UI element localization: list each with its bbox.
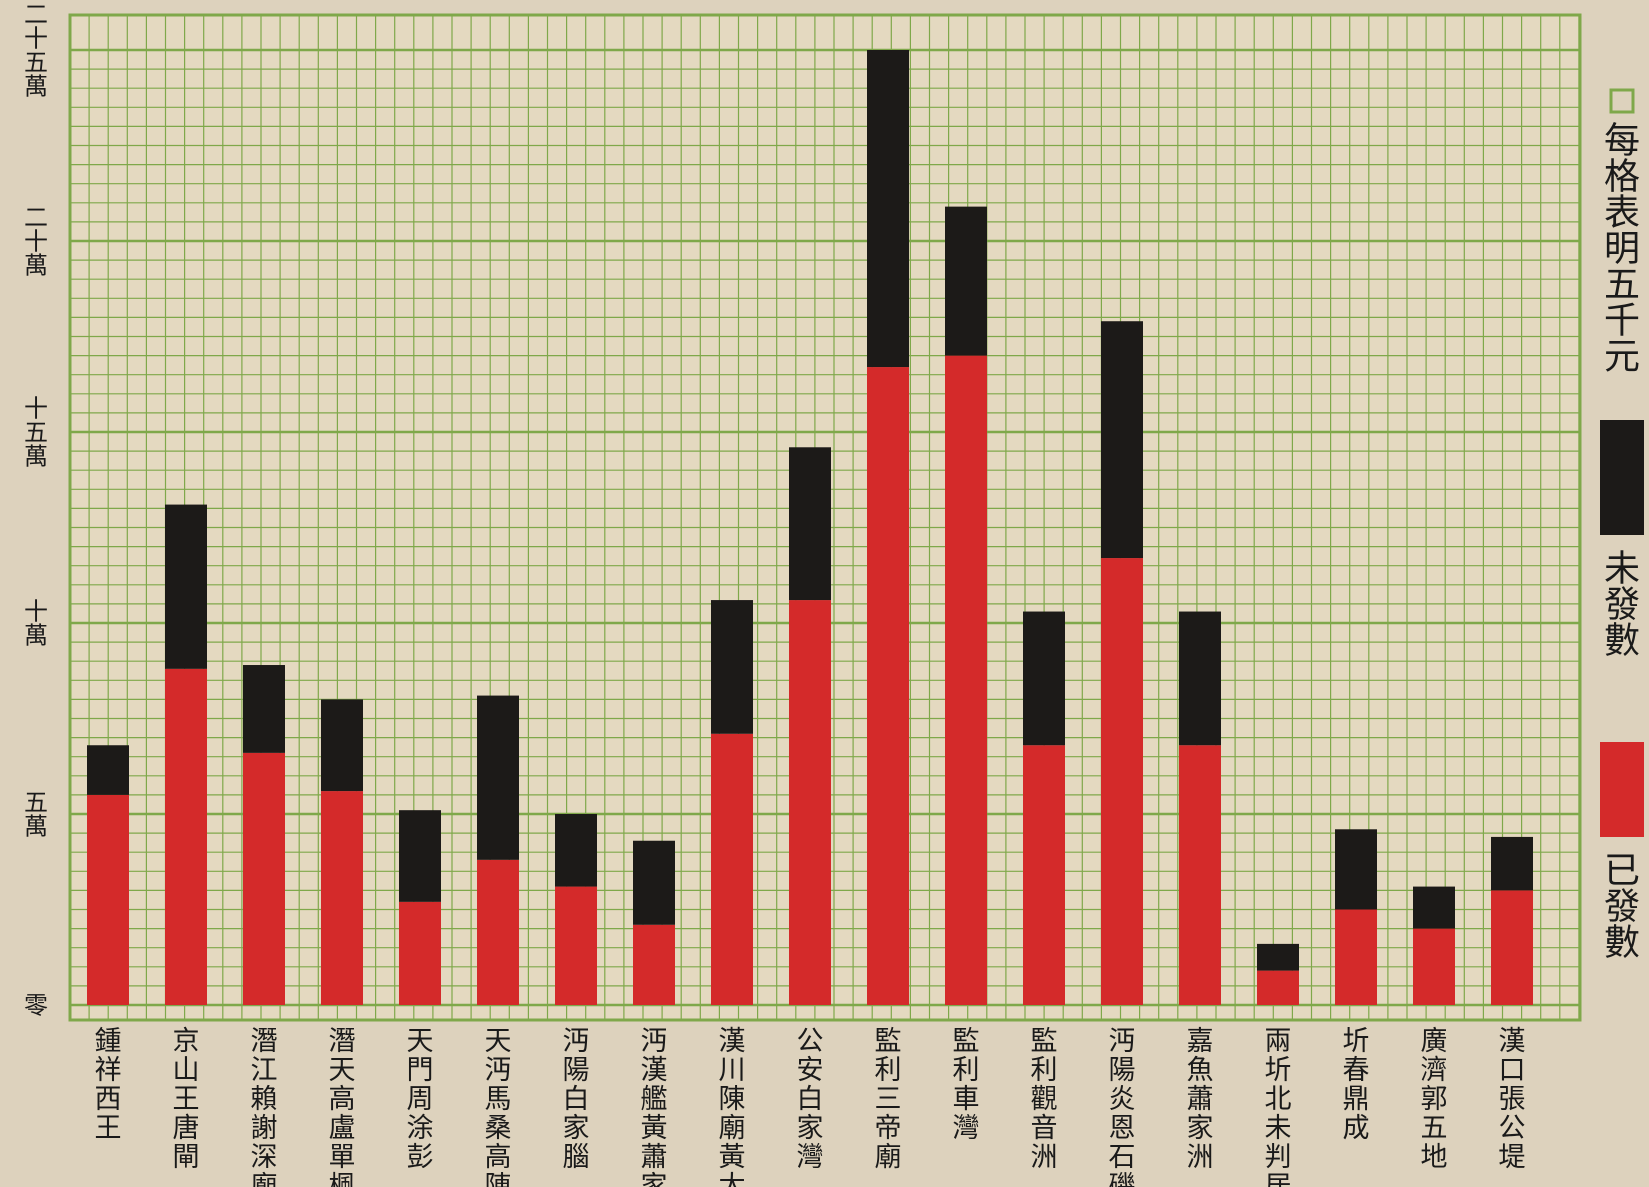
bar-issued [399,901,441,1005]
x-category-label: 潛江賴謝深廟 [251,1026,278,1187]
bar-issued [1491,890,1533,1005]
bar-issued [789,600,831,1005]
x-category-label: 潛天高盧單楓 [329,1026,356,1187]
x-category-label: 漢口張公堤 [1499,1026,1526,1173]
bar-issued [165,668,207,1005]
bar-issued [633,924,675,1005]
legend-label: 未發數 [1604,549,1640,662]
bar-unissued [945,206,987,356]
x-category-label: 監利觀音洲 [1031,1026,1058,1173]
bar-issued [243,752,285,1005]
bar-issued [87,794,129,1005]
bar-issued [867,367,909,1005]
bar-issued [477,859,519,1005]
y-axis-ticks: 零 五萬 十萬 十五萬 二十萬 二十五萬 [24,0,48,1019]
bar-unissued [1179,611,1221,746]
y-tick-label: 二十五萬 [24,0,48,100]
plot-border [68,13,1582,1022]
bar-unissued [165,504,207,669]
bar-issued [1023,745,1065,1005]
bar-issued [1179,745,1221,1005]
bar-issued [555,886,597,1005]
bar-issued [1335,909,1377,1005]
bar-unissued [1413,886,1455,929]
x-category-label: 漢川陳廟黃太 [719,1026,746,1187]
legend-grid-swatch [1609,88,1635,114]
x-category-label: 沔陽炎恩石磯 [1109,1026,1136,1187]
x-category-label: 圻春鼎成 [1343,1026,1370,1144]
bar-unissued [789,447,831,601]
bar-unissued [399,810,441,902]
y-tick-label: 十五萬 [24,394,48,470]
legend-label: 每格表明五千元 [1604,121,1640,378]
bar-unissued [1257,943,1299,971]
y-tick-label: 五萬 [24,788,48,840]
x-category-label: 嘉魚蕭家洲 [1187,1026,1214,1173]
x-category-label: 監利車灣 [953,1026,980,1144]
bar-unissued [243,665,285,753]
x-category-label: 兩圻北未判居 [1265,1026,1292,1187]
x-category-label: 沔陽白家腦 [563,1026,590,1173]
bar-issued [321,791,363,1005]
bar-issued [1413,928,1455,1005]
x-category-label: 廣濟郭五地 [1421,1026,1448,1173]
bar-issued [1257,970,1299,1005]
y-tick-label: 十萬 [24,597,48,649]
y-tick-label: 零 [24,991,48,1019]
bar-unissued [867,50,909,368]
bar-series [87,50,1533,1006]
bar-issued [1101,558,1143,1005]
legend-swatch-issued [1600,742,1644,837]
legend-swatch-unissued [1600,420,1644,535]
bar-unissued [321,699,363,792]
bar-unissued [1023,611,1065,746]
bar-unissued [633,840,675,925]
x-category-label: 沔漢艦黃蕭家灣 [641,1026,668,1187]
bar-unissued [1335,829,1377,910]
bar-unissued [555,814,597,887]
bar-unissued [1101,321,1143,559]
bar-unissued [711,600,753,734]
x-axis-categories: 鍾祥西王 京山王唐閘 潛江賴謝深廟 潛天高盧單楓 天門周涂彭 天沔馬桑高陳 沔陽白家腦 沔漢艦… [95,1026,1526,1187]
bar-issued [711,733,753,1005]
bar-unissued [1491,836,1533,891]
bar-issued [945,355,987,1006]
bar-unissued [477,695,519,860]
x-category-label: 京山王唐閘 [173,1026,200,1173]
y-tick-label: 二十萬 [24,203,48,279]
x-category-label: 天門周涂彭 [407,1026,434,1173]
x-category-label: 天沔馬桑高陳 [485,1026,512,1187]
legend-label: 已發數 [1604,851,1640,964]
x-category-label: 鍾祥西王 [95,1026,122,1144]
bar-unissued [87,745,129,795]
x-category-label: 監利三帝廟 [875,1026,902,1173]
x-category-label: 公安白家灣 [797,1026,824,1173]
